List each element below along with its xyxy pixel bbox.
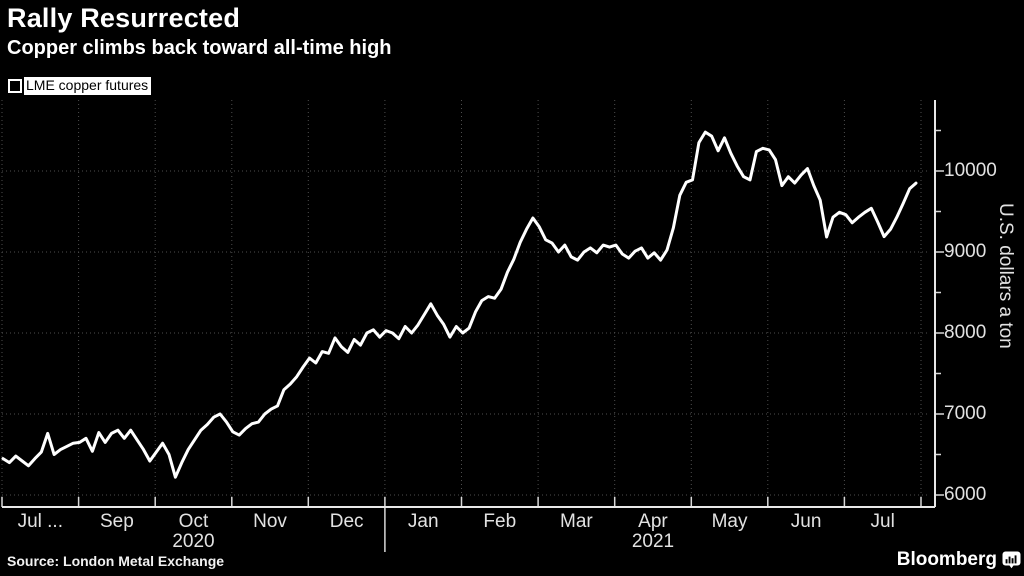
legend-swatch-icon [8, 79, 22, 93]
x-axis-month-label: Jul [870, 511, 895, 532]
y-axis-tick-label: 7000 [944, 403, 987, 424]
x-axis-month-label: Jul ... [17, 511, 63, 532]
x-axis-month-label: Apr [638, 511, 668, 532]
legend: LME copper futures [8, 77, 152, 95]
source-note: Source: London Metal Exchange [7, 553, 225, 569]
bloomberg-wordmark: Bloomberg [896, 549, 997, 570]
x-axis-month-label: Feb [483, 511, 517, 532]
y-axis-tick-label: 9000 [944, 241, 987, 262]
x-axis-year-label: 2021 [631, 531, 675, 552]
y-axis-tick-label: 8000 [944, 322, 987, 343]
x-axis-month-label: Dec [329, 511, 364, 532]
chart-subtitle: Copper climbs back toward all-time high [7, 37, 392, 59]
y-axis-tick-label: 10000 [944, 160, 997, 181]
x-axis-year-label: 2020 [172, 531, 215, 552]
x-axis-month-label: May [711, 511, 748, 532]
x-axis-month-label: Jan [407, 511, 439, 532]
x-axis-month-label: Jun [790, 511, 822, 532]
legend-label: LME copper futures [24, 77, 152, 95]
x-axis-month-label: Nov [253, 511, 287, 532]
bloomberg-logo: Bloomberg [897, 549, 1021, 571]
y-axis-title: U.S. dollars a ton [995, 203, 1016, 349]
y-axis-tick-label: 6000 [944, 484, 987, 505]
x-axis-month-label: Oct [178, 511, 209, 532]
bloomberg-chart-icon [1002, 551, 1021, 569]
x-axis-month-label: Sep [99, 511, 134, 532]
chart-title: Rally Resurrected [7, 3, 241, 33]
x-axis-month-label: Mar [560, 511, 593, 532]
